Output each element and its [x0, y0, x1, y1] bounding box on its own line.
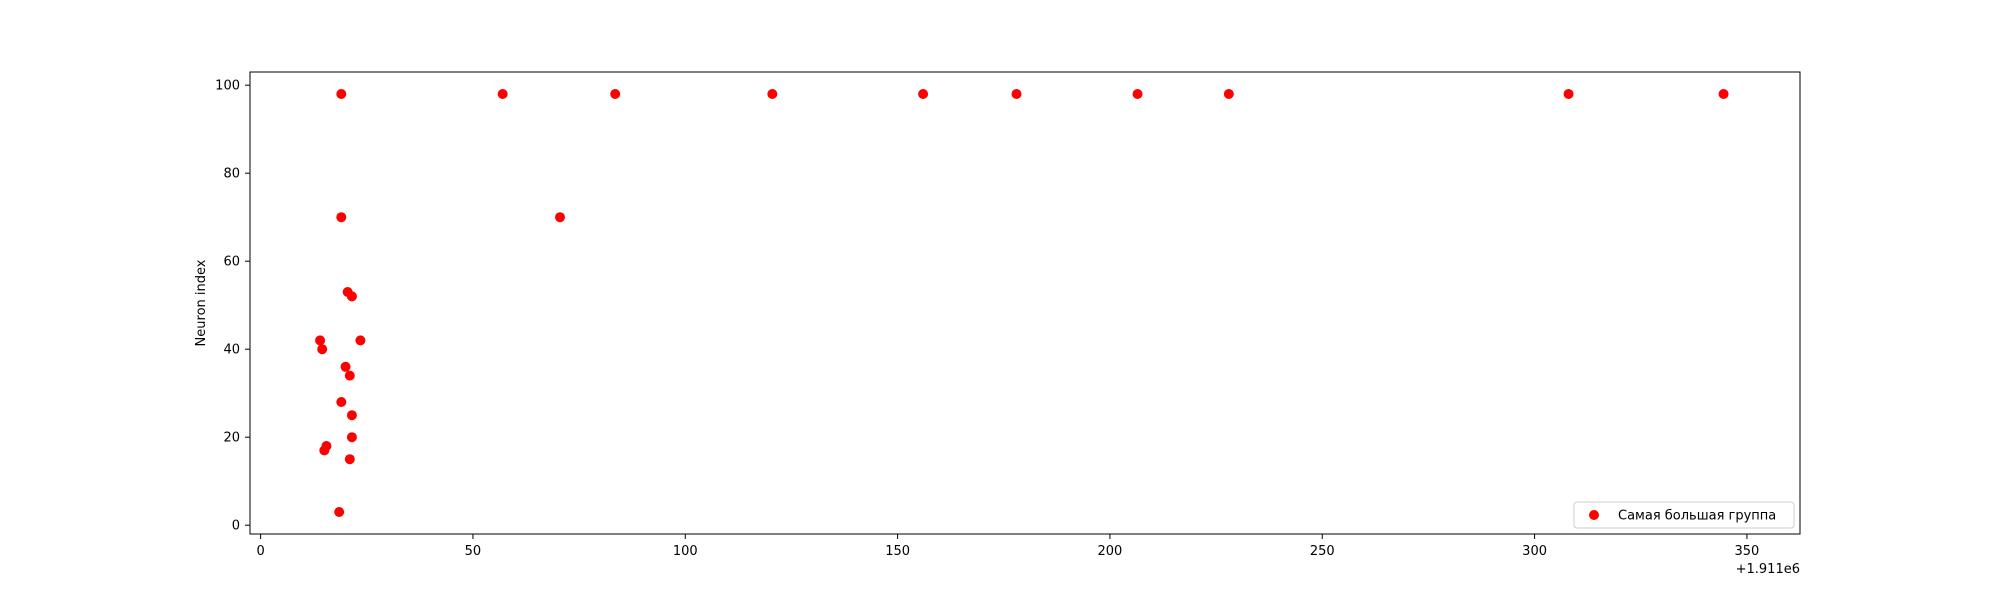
legend-marker	[1589, 510, 1599, 520]
data-point	[610, 89, 621, 99]
data-point	[346, 291, 357, 302]
axis-ticks: 0 50 100 150 200 250 300 350 0 20 40 60 80 100	[215, 79, 1759, 559]
x-tick-label: 100	[673, 544, 698, 559]
x-tick-label: 300	[1522, 544, 1547, 559]
data-point	[767, 89, 778, 99]
y-axis-label: Neuron index	[194, 259, 209, 346]
y-tick-label: 60	[223, 255, 240, 270]
data-point	[1223, 89, 1234, 99]
data-point	[336, 89, 347, 99]
data-point	[355, 335, 366, 346]
data-point	[315, 335, 326, 346]
legend: Самая большая группа	[1573, 501, 1795, 529]
data-point	[346, 410, 357, 421]
data-point	[319, 445, 330, 456]
legend-box	[1573, 501, 1795, 529]
x-tick-label: 250	[1310, 544, 1335, 559]
x-tick-label: 350	[1735, 544, 1760, 559]
data-point	[1718, 89, 1729, 99]
x-tick-label: 0	[256, 544, 264, 559]
data-point	[918, 89, 929, 99]
data-point	[1563, 89, 1574, 99]
data-point	[1011, 89, 1022, 99]
data-points	[315, 89, 1729, 517]
y-tick-label: 80	[223, 167, 240, 182]
plot-area	[250, 72, 1800, 534]
data-point	[340, 361, 351, 372]
plot-frame	[249, 71, 1801, 535]
x-axis-offset-label: +1.911e6	[1736, 562, 1800, 577]
data-point	[336, 212, 347, 223]
y-tick-label: 0	[232, 519, 240, 534]
data-point	[346, 432, 357, 443]
data-point	[344, 370, 355, 381]
data-point	[344, 454, 355, 465]
data-point	[497, 89, 508, 99]
data-point	[317, 344, 328, 355]
data-point	[336, 397, 347, 407]
y-tick-label: 20	[223, 431, 240, 446]
data-point	[555, 212, 565, 223]
data-point	[334, 507, 345, 517]
legend-label: Самая большая группа	[1618, 509, 1776, 524]
data-point	[1132, 89, 1143, 99]
x-tick-label: 50	[465, 544, 482, 559]
y-tick-label: 100	[215, 79, 240, 94]
y-tick-label: 40	[223, 343, 240, 358]
x-tick-label: 200	[1098, 544, 1123, 559]
x-tick-label: 150	[885, 544, 910, 559]
